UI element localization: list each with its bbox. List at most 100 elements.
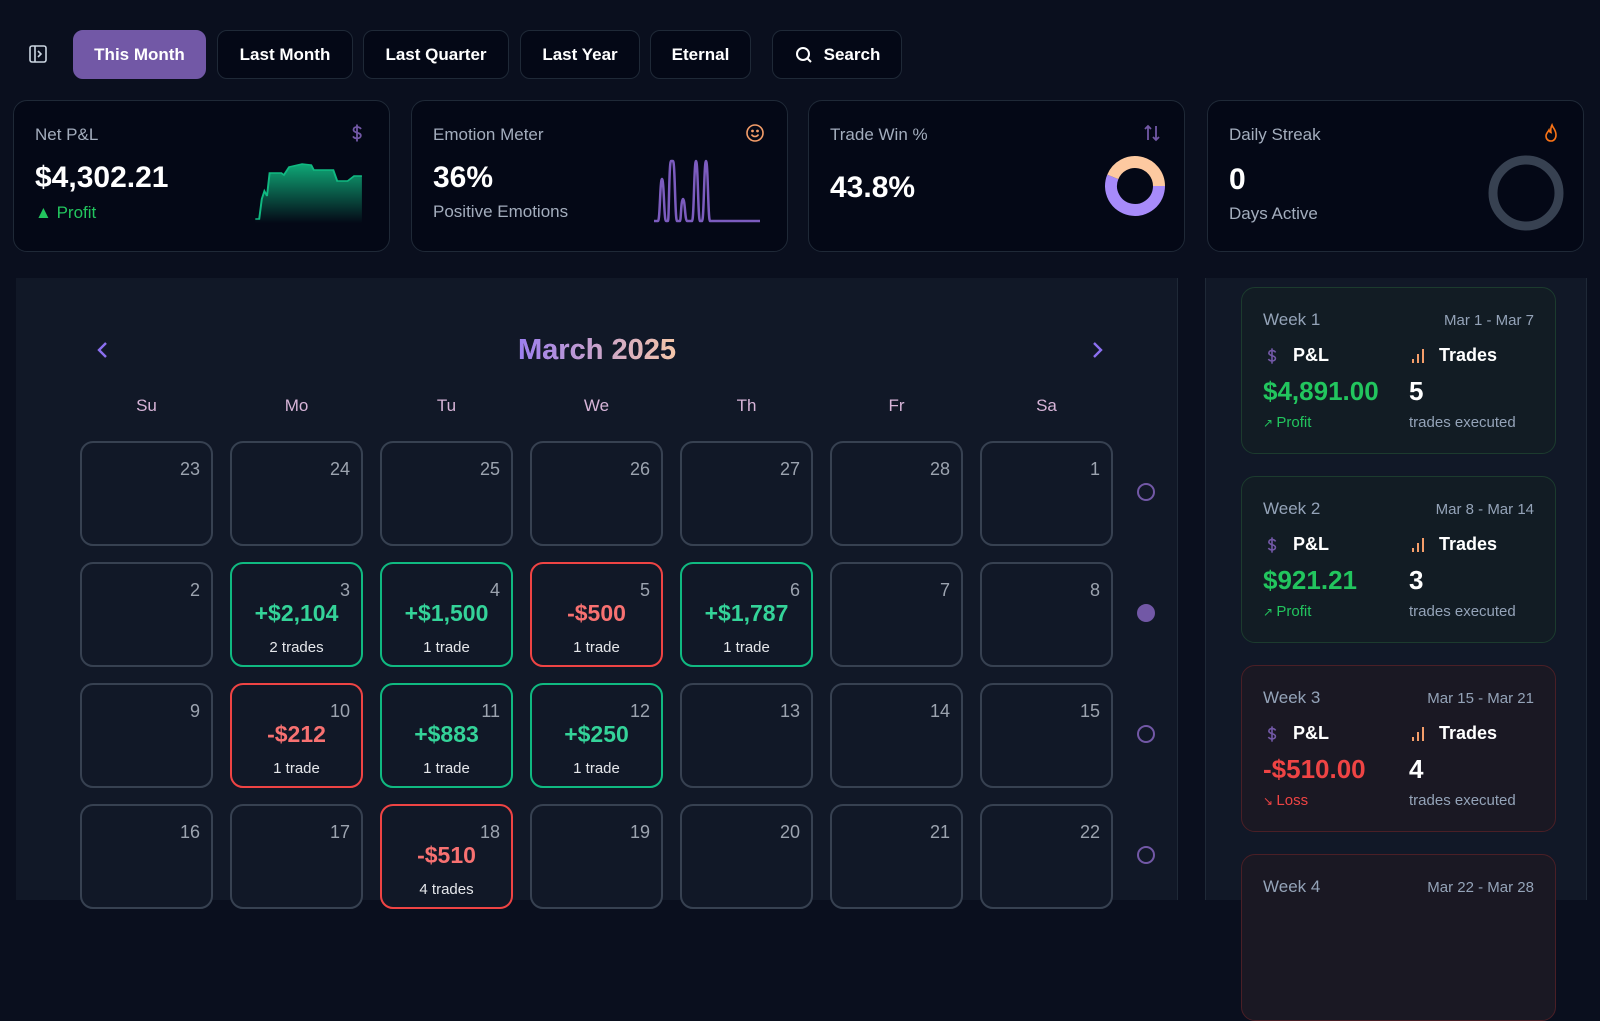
donut-slice-win xyxy=(1107,156,1165,187)
day-number: 15 xyxy=(1079,701,1100,721)
day-number: 3 xyxy=(339,580,350,600)
day-cell[interactable]: 6 +$1,787 1 trade xyxy=(680,562,813,667)
week-name: Week 2 xyxy=(1263,499,1321,518)
weekday-header: Mo xyxy=(284,396,309,415)
week-select-dot[interactable] xyxy=(1137,846,1155,864)
week-select-dot[interactable] xyxy=(1137,483,1155,501)
streak-value: 0 xyxy=(1229,163,1246,196)
tab-eternal[interactable]: Eternal xyxy=(650,30,751,79)
day-cell[interactable]: 27 xyxy=(680,441,813,546)
tab-last-quarter[interactable]: Last Quarter xyxy=(363,30,509,79)
week-card[interactable]: Week 3 Mar 15 - Mar 21 P&L Trades -$510.00 4 ↘… xyxy=(1241,665,1556,832)
day-number: 18 xyxy=(479,822,500,842)
day-number: 16 xyxy=(179,822,200,842)
day-cell[interactable]: 12 +$250 1 trade xyxy=(530,683,663,788)
week-card[interactable]: Week 1 Mar 1 - Mar 7 P&L Trades $4,891.00 5 ↗ … xyxy=(1241,287,1556,454)
day-cell[interactable]: 11 +$883 1 trade xyxy=(380,683,513,788)
day-cell[interactable]: 26 xyxy=(530,441,663,546)
day-pl: +$2,104 xyxy=(254,600,339,626)
win-value: 43.8% xyxy=(830,171,916,204)
day-number: 19 xyxy=(629,822,650,842)
day-cell[interactable]: 3 +$2,104 2 trades xyxy=(230,562,363,667)
calendar-panel: March 2025 Su Mo Tu We Th Fr Sa 23 24 25 26 27 28 1 2 3… xyxy=(16,278,1178,909)
day-cell[interactable]: 15 xyxy=(980,683,1113,788)
week-card[interactable]: Week 2 Mar 8 - Mar 14 P&L Trades $921.21 3 ↗ P… xyxy=(1241,476,1556,643)
day-number: 11 xyxy=(481,701,500,721)
day-cell[interactable]: 5 -$500 1 trade xyxy=(530,562,663,667)
weekday-header: Su xyxy=(136,396,157,415)
week-card[interactable]: Week 4 Mar 22 - Mar 28 xyxy=(1241,854,1556,1021)
day-cell[interactable]: 18 -$510 4 trades xyxy=(380,804,513,909)
day-cell[interactable]: 14 xyxy=(830,683,963,788)
emotion-meter-card: Emotion Meter 36% Positive Emotions xyxy=(411,100,788,252)
day-cell[interactable]: 10 -$212 1 trade xyxy=(230,683,363,788)
dollar-icon xyxy=(352,124,362,142)
search-icon xyxy=(795,46,812,63)
day-cell[interactable]: 22 xyxy=(980,804,1113,909)
day-cell[interactable]: 9 xyxy=(80,683,213,788)
weekly-summary-panel: Week 1 Mar 1 - Mar 7 P&L Trades $4,891.00 5 ↗ … xyxy=(1205,278,1587,1021)
prev-month-button[interactable] xyxy=(91,338,115,362)
day-cell[interactable]: 2 xyxy=(80,562,213,667)
pl-label: P&L xyxy=(1293,345,1329,365)
day-cell[interactable]: 28 xyxy=(830,441,963,546)
streak-title: Daily Streak xyxy=(1229,125,1321,144)
day-cell[interactable]: 13 xyxy=(680,683,813,788)
trades-executed-label: trades executed xyxy=(1409,792,1516,809)
bar-chart-icon xyxy=(1409,725,1427,748)
day-cell[interactable]: 17 xyxy=(230,804,363,909)
day-cell[interactable]: 8 xyxy=(980,562,1113,667)
weekday-header: Fr xyxy=(888,396,905,415)
emotion-sparkline xyxy=(654,159,760,223)
day-cell[interactable]: 1 xyxy=(980,441,1113,546)
week-trade-count: 3 xyxy=(1409,565,1424,595)
weekday-header: Sa xyxy=(1036,396,1057,415)
tab-last-year[interactable]: Last Year xyxy=(520,30,640,79)
trades-label: Trades xyxy=(1439,534,1498,554)
win-title: Trade Win % xyxy=(830,125,928,144)
day-cell[interactable]: 20 xyxy=(680,804,813,909)
tab-this-month[interactable]: This Month xyxy=(73,30,206,79)
day-cell[interactable]: 23 xyxy=(80,441,213,546)
day-number: 17 xyxy=(329,822,350,842)
day-cell[interactable]: 21 xyxy=(830,804,963,909)
trades-executed-label: trades executed xyxy=(1409,414,1516,431)
emotion-title: Emotion Meter xyxy=(433,125,544,144)
day-cell[interactable]: 16 xyxy=(80,804,213,909)
day-number: 20 xyxy=(779,822,800,842)
emotion-value: 36% xyxy=(433,161,494,194)
week-trade-count: 4 xyxy=(1409,754,1424,784)
arrow-up-right-icon: ↗ xyxy=(1263,416,1277,430)
day-pl: +$250 xyxy=(564,721,629,747)
sidebar-toggle-icon[interactable] xyxy=(28,44,48,64)
week-status-label: Profit xyxy=(1276,603,1312,620)
weekday-header: We xyxy=(583,396,610,415)
search-button[interactable]: Search xyxy=(772,30,902,79)
week-status-label: Loss xyxy=(1276,792,1309,809)
day-number: 12 xyxy=(629,701,650,721)
weekday-header: Th xyxy=(736,396,757,415)
day-cell[interactable]: 25 xyxy=(380,441,513,546)
day-number: 5 xyxy=(639,580,650,600)
next-month-button[interactable] xyxy=(1085,338,1109,362)
day-cell[interactable]: 19 xyxy=(530,804,663,909)
day-number: 6 xyxy=(789,580,800,600)
tab-last-month[interactable]: Last Month xyxy=(217,30,353,79)
day-pl: +$1,500 xyxy=(404,600,489,626)
week-select-dot[interactable] xyxy=(1137,604,1155,622)
day-number: 8 xyxy=(1089,580,1100,600)
day-trade-count: 1 trade xyxy=(573,639,620,656)
day-cell[interactable]: 4 +$1,500 1 trade xyxy=(380,562,513,667)
day-number: 26 xyxy=(629,459,650,479)
day-cell[interactable]: 24 xyxy=(230,441,363,546)
net-pl-sparkline xyxy=(255,163,362,223)
week-select-dot[interactable] xyxy=(1137,725,1155,743)
day-trade-count: 1 trade xyxy=(723,639,770,656)
triangle-up-icon: ▲ xyxy=(35,203,52,222)
net-pl-value: $4,302.21 xyxy=(35,161,169,194)
day-number: 10 xyxy=(329,701,350,721)
win-donut-chart xyxy=(1105,156,1165,216)
day-cell[interactable]: 7 xyxy=(830,562,963,667)
net-pl-status: ▲ Profit xyxy=(35,203,97,222)
bar-chart-icon xyxy=(1409,536,1427,559)
